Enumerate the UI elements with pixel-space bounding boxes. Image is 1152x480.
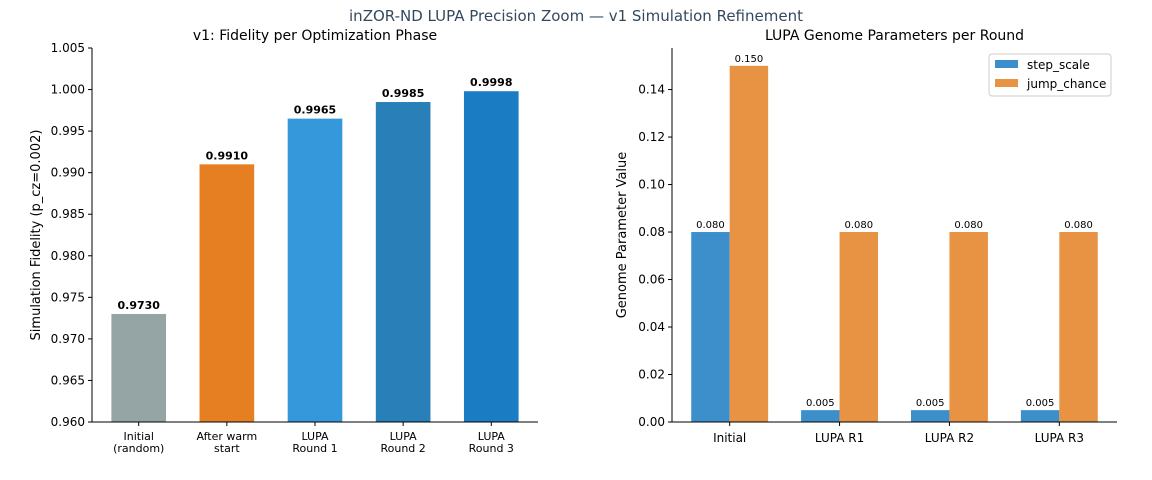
x-tick-label: After warm <box>197 430 258 443</box>
bar <box>287 118 343 423</box>
y-tick-label: 0.06 <box>638 273 665 287</box>
bar-step_scale <box>801 410 840 422</box>
data-label: 0.080 <box>696 220 725 231</box>
x-tick-label: LUPA R1 <box>815 431 864 445</box>
y-tick-label: 0.08 <box>638 225 665 239</box>
data-label: 0.005 <box>806 398 835 409</box>
y-tick-label: 0.975 <box>51 290 85 304</box>
legend-box <box>988 53 1112 97</box>
y-tick-label: 1.000 <box>51 83 85 97</box>
data-label: 0.9910 <box>206 149 249 162</box>
legend-swatch <box>995 60 1018 68</box>
y-tick-label: 0.990 <box>51 166 85 180</box>
chart-title: v1: Fidelity per Optimization Phase <box>193 28 437 44</box>
x-tick-label: LUPA <box>301 430 329 443</box>
bar <box>199 164 255 422</box>
x-tick-label: (random) <box>113 442 164 455</box>
y-tick-label: 0.970 <box>51 332 85 346</box>
x-tick-label: Initial <box>713 431 746 445</box>
x-tick-label: LUPA <box>390 430 418 443</box>
chart-title: LUPA Genome Parameters per Round <box>765 28 1024 44</box>
bar <box>111 313 167 422</box>
data-label: 0.005 <box>916 398 945 409</box>
y-tick-label: 0.980 <box>51 249 85 263</box>
legend-label: jump_chance <box>1026 77 1106 91</box>
y-tick-label: 0.14 <box>638 83 665 97</box>
data-label: 0.9985 <box>382 87 424 100</box>
x-tick-label: start <box>214 442 240 455</box>
legend-swatch <box>995 79 1018 87</box>
data-label: 0.9730 <box>117 299 160 312</box>
data-label: 0.9998 <box>470 76 512 89</box>
y-tick-label: 0.965 <box>51 373 85 387</box>
bar-jump_chance <box>949 232 988 422</box>
fidelity-chart: v1: Fidelity per Optimization Phase 0.973… <box>29 28 538 455</box>
x-tick-label: LUPA R3 <box>1035 431 1084 445</box>
y-axis-label: Genome Parameter Value <box>615 152 630 319</box>
x-tick-label: Round 1 <box>292 442 337 455</box>
y-tick-label: 0.985 <box>51 207 85 221</box>
data-label: 0.9965 <box>294 104 336 117</box>
y-axis-label: Simulation Fidelity (p_cz=0.002) <box>29 130 44 341</box>
bar-jump_chance <box>1059 232 1098 422</box>
bar-step_scale <box>691 232 730 422</box>
figure-title: inZOR-ND LUPA Precision Zoom — v1 Simula… <box>349 7 803 25</box>
genome-chart: LUPA Genome Parameters per Round 0.080 0.0… <box>615 28 1117 445</box>
x-tick-label: Round 2 <box>380 442 425 455</box>
legend: step_scale jump_chance <box>988 53 1112 97</box>
data-label: 0.150 <box>735 54 764 65</box>
y-tick-label: 0.00 <box>638 415 665 429</box>
data-label: 0.080 <box>954 220 983 231</box>
data-label: 0.080 <box>844 220 873 231</box>
y-tick-label: 0.02 <box>638 368 665 382</box>
bar-jump_chance <box>839 232 879 422</box>
bar-step_scale <box>910 410 950 422</box>
bar-step_scale <box>1020 410 1060 422</box>
x-tick-label: Round 3 <box>469 442 514 455</box>
y-tick-label: 0.12 <box>638 130 665 144</box>
data-label: 0.080 <box>1064 220 1093 231</box>
x-tick-label: LUPA <box>478 430 506 443</box>
y-tick-label: 0.10 <box>638 178 665 192</box>
y-tick-label: 1.005 <box>51 41 85 55</box>
data-label: 0.005 <box>1026 398 1055 409</box>
bar <box>375 102 431 423</box>
bar <box>463 91 519 423</box>
y-tick-label: 0.04 <box>638 320 665 334</box>
x-tick-label: Initial <box>123 430 153 443</box>
bar-jump_chance <box>729 65 769 423</box>
y-tick-label: 0.960 <box>51 415 85 429</box>
y-tick-label: 0.995 <box>51 124 85 138</box>
x-tick-label: LUPA R2 <box>925 431 974 445</box>
legend-label: step_scale <box>1027 58 1090 72</box>
